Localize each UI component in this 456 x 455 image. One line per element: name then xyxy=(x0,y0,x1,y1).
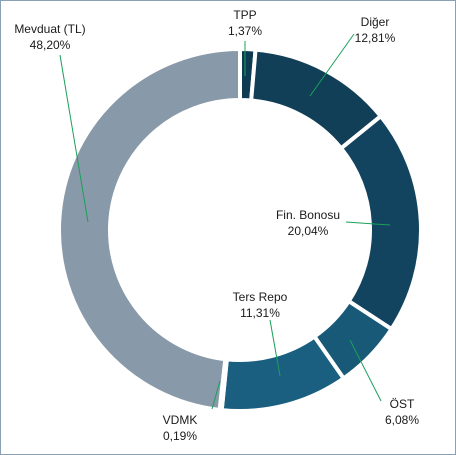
value-label: 1,37% xyxy=(228,24,262,38)
leader-line xyxy=(345,221,391,226)
value-label: 12,81% xyxy=(355,31,396,45)
value-label: 48,20% xyxy=(30,38,71,52)
slice xyxy=(57,46,242,413)
category-label: Diğer xyxy=(361,15,390,29)
value-label: 0,19% xyxy=(163,429,197,443)
category-label: TPP xyxy=(233,8,256,22)
leader-line xyxy=(349,339,382,402)
category-label: Fin. Bonosu xyxy=(276,208,340,222)
category-label: Ters Repo xyxy=(233,290,288,304)
leader-line xyxy=(59,54,89,223)
category-label: ÖST xyxy=(390,397,415,411)
leader-line xyxy=(309,33,355,97)
category-label: Mevduat (TL) xyxy=(14,22,85,36)
leader-line xyxy=(269,319,281,377)
value-label: 6,08% xyxy=(385,413,419,427)
value-label: 20,04% xyxy=(288,224,329,238)
value-label: 11,31% xyxy=(240,306,280,320)
category-label: VDMK xyxy=(163,413,198,427)
leader-line xyxy=(211,380,221,410)
